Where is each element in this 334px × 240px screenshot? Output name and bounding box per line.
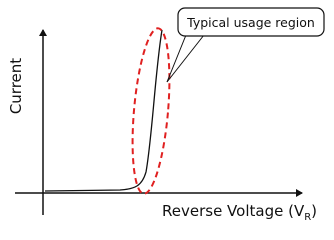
x-axis-label-subscript: R xyxy=(304,212,311,223)
callout-box xyxy=(177,7,325,37)
y-axis-label: Current xyxy=(7,58,25,114)
x-axis-label: Reverse Voltage (VR) xyxy=(162,202,317,223)
callout-text: Typical usage region xyxy=(186,15,315,30)
usage-region-ellipse xyxy=(131,27,171,195)
curve xyxy=(44,29,163,192)
page: Typical usage region Current Reverse Vol… xyxy=(7,7,325,223)
x-axis-label-text: Reverse Voltage (V xyxy=(162,202,305,220)
callout-pointer xyxy=(166,34,187,83)
callout-pointer xyxy=(166,34,205,83)
diagram: Typical usage region Current Reverse Vol… xyxy=(7,7,325,223)
x-axis-label-suffix: ) xyxy=(311,202,317,220)
